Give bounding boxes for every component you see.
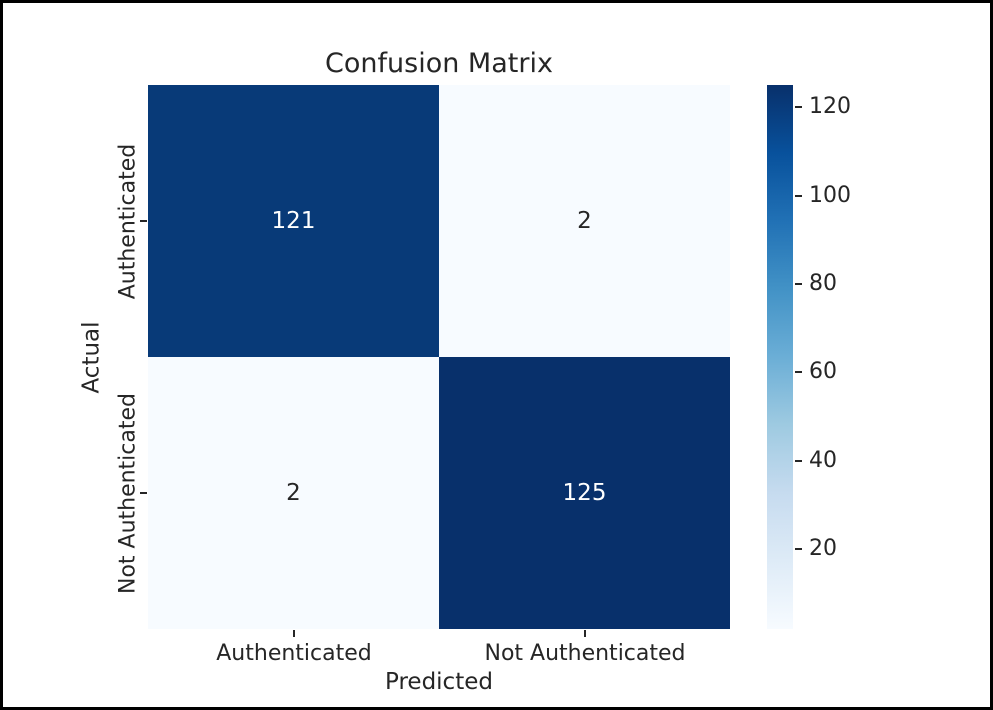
cell-value: 121 xyxy=(271,208,316,234)
colorbar-tick-label: 120 xyxy=(809,94,851,120)
x-tick-mark xyxy=(584,630,586,637)
y-tick-label-authenticated: Authenticated xyxy=(115,143,141,300)
y-tick-label-not-authenticated: Not Authenticated xyxy=(115,392,141,595)
heatmap-cell-r1c0: 2 xyxy=(148,357,439,629)
colorbar-tick-mark xyxy=(795,106,802,109)
y-tick-mark xyxy=(140,492,147,494)
cell-value: 2 xyxy=(286,480,301,506)
colorbar-tick-mark xyxy=(795,283,802,286)
x-tick-mark xyxy=(293,630,295,637)
colorbar-tick-label: 60 xyxy=(809,359,837,385)
cell-value: 2 xyxy=(577,208,592,234)
colorbar-gradient xyxy=(767,85,793,629)
colorbar-tick-label: 20 xyxy=(809,536,837,562)
heatmap-cell-r0c0: 121 xyxy=(148,85,439,357)
colorbar-tick-label: 40 xyxy=(809,447,837,473)
chart-title: Confusion Matrix xyxy=(325,48,553,79)
colorbar-tick-mark xyxy=(795,194,802,197)
colorbar-tick-mark xyxy=(795,371,802,374)
heatmap-grid: 121 2 2 125 xyxy=(148,85,730,629)
colorbar-tick-mark xyxy=(795,459,802,462)
colorbar-tick-mark xyxy=(795,548,802,551)
x-axis-label: Predicted xyxy=(385,669,493,695)
y-tick-mark xyxy=(140,220,147,222)
colorbar-tick-label: 80 xyxy=(809,271,837,297)
heatmap-cell-r1c1: 125 xyxy=(439,357,730,629)
y-axis-label: Actual xyxy=(78,321,105,394)
cell-value: 125 xyxy=(562,480,607,506)
heatmap-cell-r0c1: 2 xyxy=(439,85,730,357)
x-tick-label-authenticated: Authenticated xyxy=(216,641,372,666)
colorbar-tick-label: 100 xyxy=(809,182,851,208)
colorbar-axis: 20 40 60 80 100 120 xyxy=(793,85,873,629)
x-tick-label-not-authenticated: Not Authenticated xyxy=(484,641,686,666)
